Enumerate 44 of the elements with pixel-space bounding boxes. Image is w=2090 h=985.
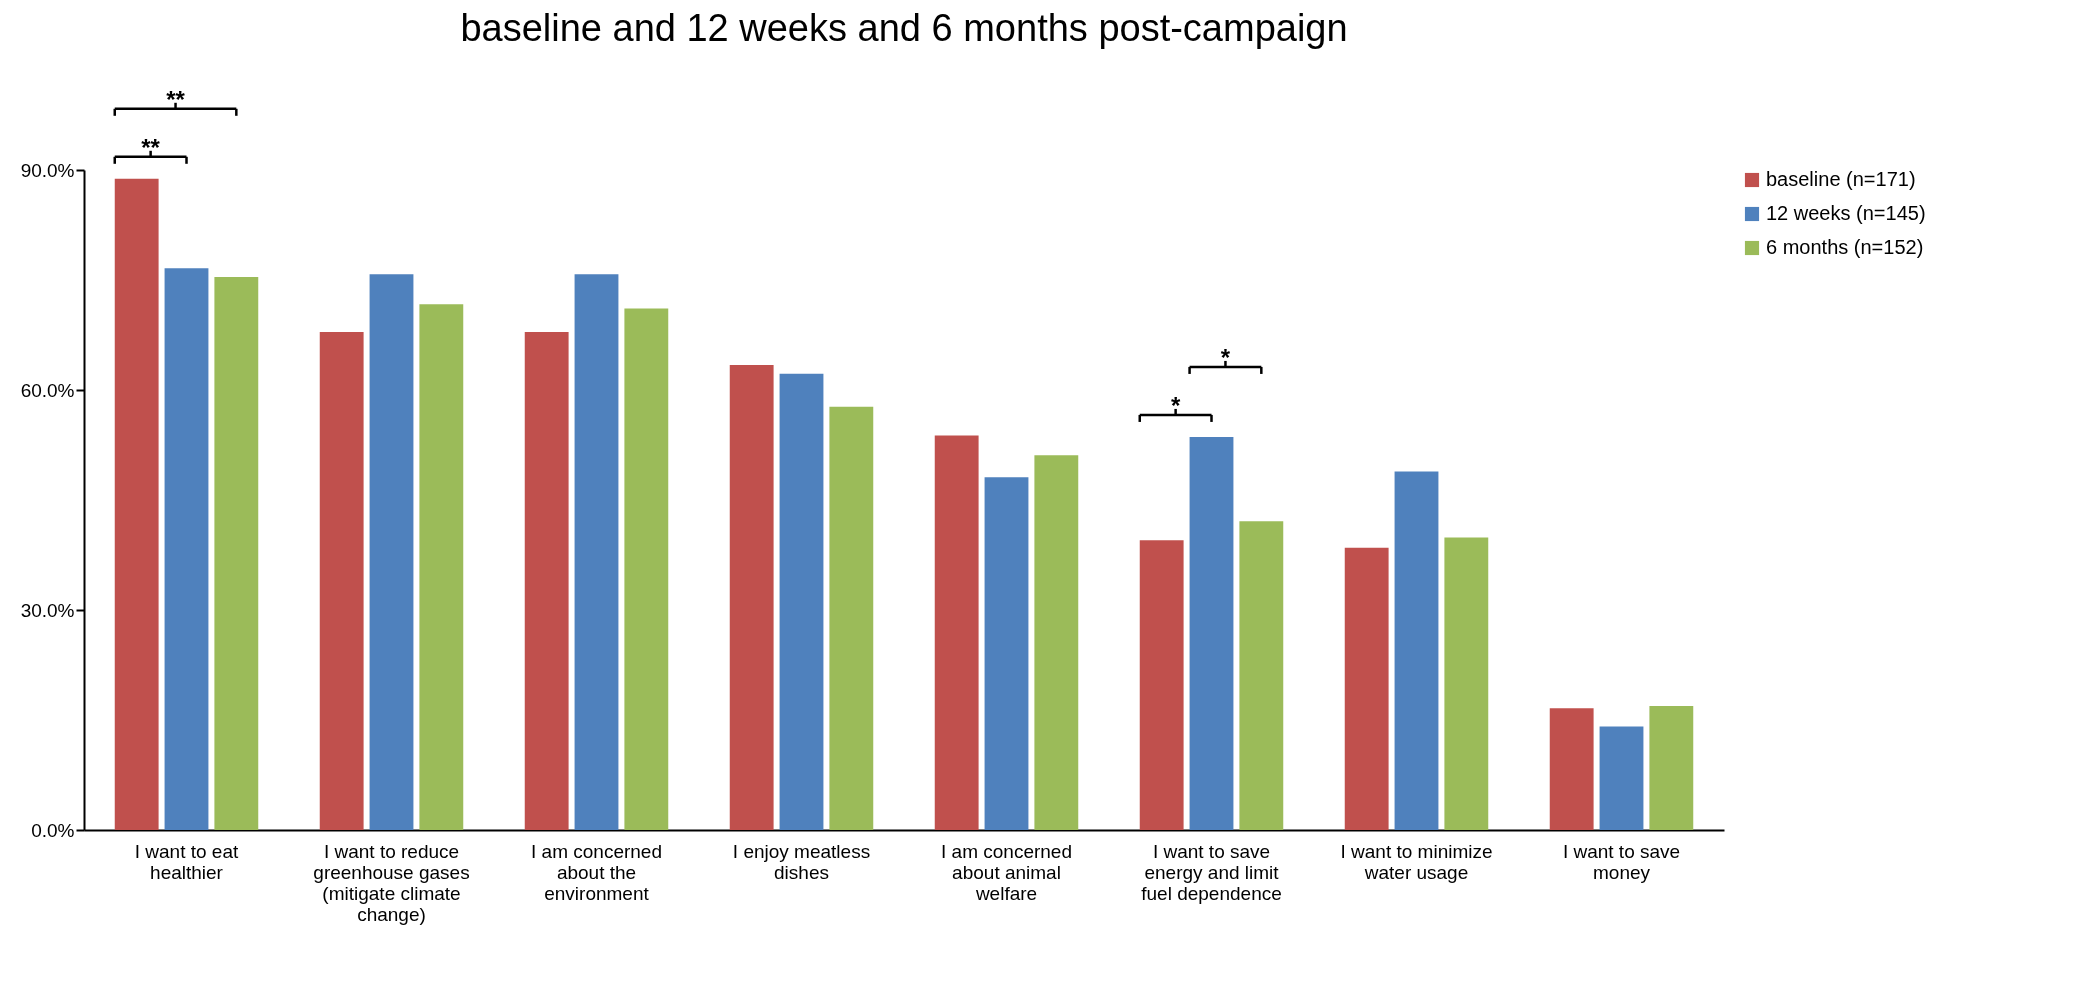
x-tick-label: I want to reduce greenhouse gases (mitigate climate change) [313, 840, 470, 925]
bar [1239, 521, 1284, 830]
x-tick-label: I want to minimize water usage [1340, 840, 1493, 883]
bar [1034, 455, 1079, 830]
y-tick-label: 30.0% [20, 599, 75, 621]
bar [624, 308, 669, 830]
y-tick-label: 90.0% [20, 159, 75, 181]
bar [779, 373, 824, 830]
bar [319, 332, 364, 830]
legend-label: 12 weeks (n=145) [1766, 202, 1926, 224]
chart-title: baseline and 12 weeks and 6 months post-campaign [460, 6, 1348, 49]
bar [1549, 708, 1594, 830]
x-tick-label: I enjoy meatless dishes [732, 840, 871, 883]
legend-label: baseline (n=171) [1766, 168, 1916, 190]
text: ** [141, 133, 161, 161]
bar [729, 365, 774, 830]
bar [1599, 726, 1644, 830]
bar [524, 332, 569, 830]
bar [214, 277, 259, 830]
y-tick-label: 0.0% [31, 819, 75, 841]
x-tick-label: I am concerned about the environment [531, 840, 662, 904]
x-tick-label: I want to save money [1562, 840, 1681, 883]
bar [574, 274, 619, 830]
legend-label: 6 months (n=152) [1766, 236, 1924, 258]
bar [1139, 540, 1184, 830]
bar [1444, 537, 1489, 830]
text: ** [166, 85, 186, 113]
bar [829, 406, 874, 830]
bar [1649, 706, 1694, 830]
x-tick-label: I am concerned about animal welfare [941, 840, 1072, 904]
bar [1344, 547, 1389, 830]
bar [114, 178, 159, 830]
y-tick-label: 60.0% [20, 379, 75, 401]
bar [984, 477, 1029, 830]
bar [369, 274, 414, 830]
bar [1189, 436, 1234, 830]
bar [419, 304, 464, 830]
x-tick-label: I want to save energy and limit fuel dependence [1141, 840, 1282, 904]
x-tick-label: I want to eat healthier [134, 840, 239, 883]
annotation: * [1170, 391, 1181, 419]
bar [164, 268, 209, 830]
bar [934, 435, 979, 830]
annotation: * [1220, 343, 1231, 371]
bar [1394, 471, 1439, 830]
